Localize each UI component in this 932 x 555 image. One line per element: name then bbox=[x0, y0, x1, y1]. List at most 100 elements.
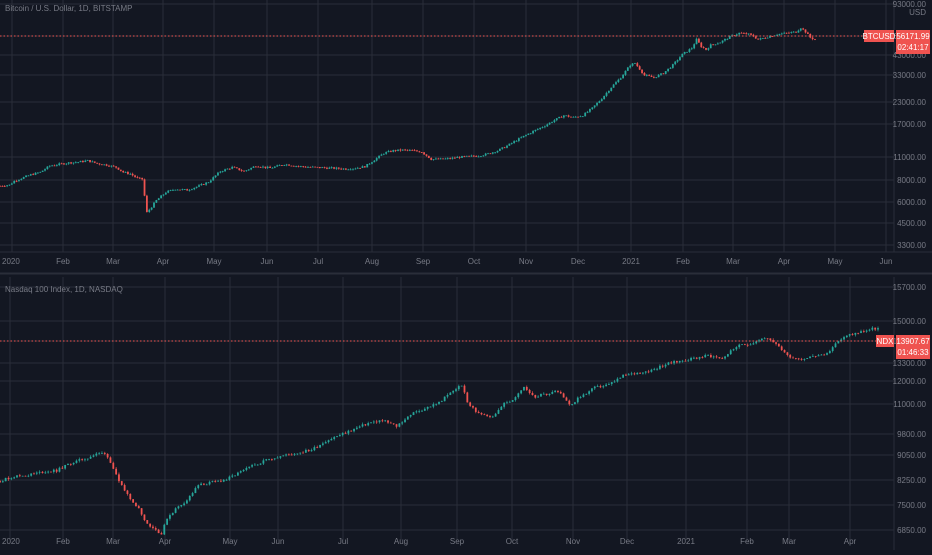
candle-body bbox=[20, 178, 23, 180]
candle-body bbox=[395, 424, 398, 427]
candle-body bbox=[225, 479, 228, 481]
candle-body bbox=[248, 466, 251, 468]
nasdaq-pane[interactable]: 15700.0015000.0014100.0013300.0012000.00… bbox=[0, 277, 930, 550]
candle-body bbox=[95, 453, 98, 456]
x-tick-label: Oct bbox=[468, 257, 481, 266]
candle-body bbox=[304, 166, 307, 168]
candle-body bbox=[375, 421, 378, 423]
candle-body bbox=[51, 165, 54, 167]
candle-body bbox=[211, 481, 214, 482]
candle-body bbox=[371, 162, 373, 164]
candle-body bbox=[673, 361, 675, 364]
candle-body bbox=[630, 373, 633, 375]
candle-body bbox=[548, 122, 551, 125]
candle-body bbox=[270, 459, 273, 460]
candle-body bbox=[167, 190, 170, 193]
candle-body bbox=[435, 158, 437, 160]
candle-body bbox=[558, 116, 561, 119]
candle-body bbox=[221, 171, 224, 173]
candle-body bbox=[797, 30, 800, 33]
bitcoin-pane[interactable]: 93000.00USD63000.0043000.0033000.0023000… bbox=[0, 0, 932, 266]
candle-body bbox=[607, 90, 610, 93]
candle-body bbox=[534, 395, 537, 398]
candle-body bbox=[41, 471, 44, 473]
candle-body bbox=[612, 84, 615, 88]
candle-body bbox=[617, 79, 620, 83]
candle-body bbox=[608, 384, 610, 385]
price-tag[interactable]: BTCUSD 56171.99 02:41:17 bbox=[863, 30, 931, 54]
x-tick-label: Jun bbox=[261, 257, 274, 266]
candle-body bbox=[501, 147, 504, 149]
candle-body bbox=[25, 175, 27, 178]
candle-body bbox=[506, 145, 508, 148]
candle-body bbox=[534, 129, 537, 132]
candle-body bbox=[724, 38, 726, 41]
candle-body bbox=[237, 472, 239, 476]
candle-body bbox=[15, 180, 18, 182]
candle-body bbox=[153, 202, 155, 208]
candle-body bbox=[138, 177, 141, 179]
candle-body bbox=[169, 515, 171, 519]
candle-body bbox=[236, 167, 238, 169]
candle-body bbox=[557, 390, 559, 392]
candle-body bbox=[67, 463, 69, 465]
candle-body bbox=[98, 163, 101, 165]
x-tick-label: Oct bbox=[506, 537, 519, 546]
candle-body bbox=[626, 67, 629, 71]
candle-body bbox=[262, 166, 264, 168]
candle-body bbox=[13, 180, 16, 184]
candle-body bbox=[690, 48, 693, 50]
candle-body bbox=[172, 189, 174, 191]
candle-body bbox=[845, 335, 848, 338]
candle-body bbox=[292, 165, 295, 167]
candle-body bbox=[480, 412, 483, 415]
candle-body bbox=[367, 423, 370, 426]
candle-body bbox=[110, 165, 113, 167]
candle-body bbox=[788, 32, 790, 34]
candle-body bbox=[579, 397, 582, 398]
x-tick-label: 2020 bbox=[2, 257, 20, 266]
series-title[interactable]: Nasdaq 100 Index, 1D, NASDAQ bbox=[5, 285, 123, 294]
x-tick-label: Jun bbox=[272, 537, 285, 546]
candle-body bbox=[674, 61, 677, 65]
candle-body bbox=[245, 170, 248, 172]
candle-body bbox=[41, 170, 44, 172]
candle-body bbox=[511, 400, 514, 402]
candle-body bbox=[287, 454, 290, 456]
candle-body bbox=[84, 160, 87, 162]
candle-body bbox=[406, 416, 409, 420]
candle-body bbox=[439, 158, 442, 160]
candle-body bbox=[522, 135, 525, 138]
candle-body bbox=[721, 40, 724, 43]
candle-body bbox=[735, 347, 738, 350]
candle-body bbox=[266, 166, 269, 168]
x-tick-label: Jul bbox=[338, 537, 348, 546]
candle-body bbox=[174, 508, 177, 513]
symbol-tag: NDX bbox=[877, 337, 895, 346]
candle-body bbox=[32, 174, 35, 176]
candle-body bbox=[792, 31, 795, 33]
candle-body bbox=[877, 328, 879, 330]
candle-body bbox=[629, 65, 632, 68]
candle-body bbox=[296, 453, 299, 455]
candle-body bbox=[4, 477, 7, 482]
price-tag[interactable]: NDX 13907.67 01:46:33 bbox=[876, 335, 930, 359]
candle-body bbox=[239, 471, 242, 473]
candle-body bbox=[570, 116, 572, 118]
x-tick-label: 2020 bbox=[2, 537, 20, 546]
candle-body bbox=[466, 392, 469, 403]
candle-body bbox=[392, 150, 395, 152]
candle-body bbox=[278, 165, 281, 167]
candle-body bbox=[378, 155, 380, 159]
series-title[interactable]: Bitcoin / U.S. Dollar, 1D, BITSTAMP bbox=[5, 4, 132, 13]
candle-body bbox=[112, 165, 115, 167]
candle-body bbox=[676, 361, 678, 363]
candle-body bbox=[222, 479, 225, 482]
candle-body bbox=[321, 443, 324, 445]
candle-body bbox=[537, 396, 540, 398]
candle-body bbox=[191, 189, 193, 191]
candle-body bbox=[565, 115, 568, 117]
candle-body bbox=[401, 422, 404, 424]
